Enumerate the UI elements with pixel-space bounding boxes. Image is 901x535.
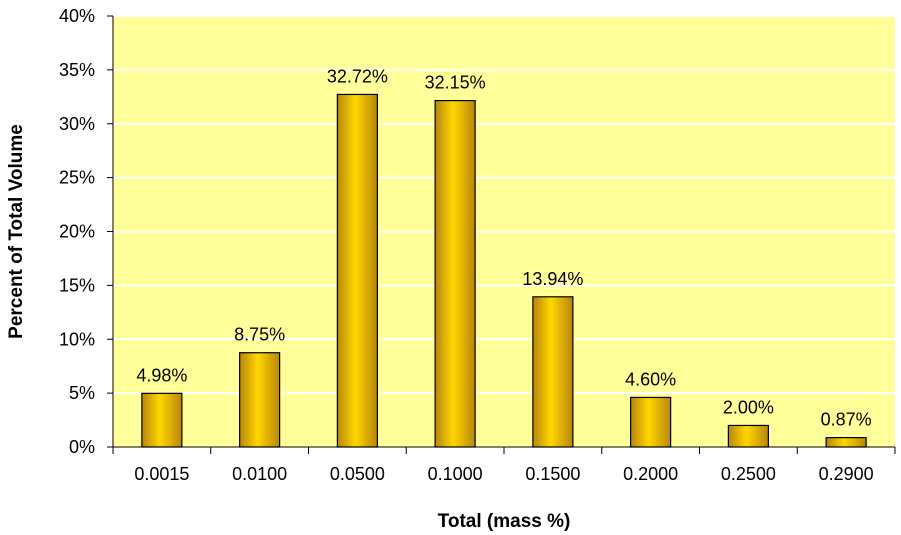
data-label: 13.94% [522, 269, 583, 289]
bar-0.0100 [239, 352, 281, 448]
bar-0.1500 [532, 296, 574, 448]
y-tick-label: 40% [59, 6, 95, 26]
data-labels: 4.98% 8.75% 32.72% 32.15% 13.94% 4.60% 2.00% 0.… [136, 66, 871, 429]
y-tick-labels: 0% 5% 10% 15% 20% 25% 30% 35% 40% [59, 6, 95, 457]
x-tick-label: 0.0100 [232, 464, 287, 484]
y-tick-label: 0% [69, 437, 95, 457]
data-label: 4.98% [136, 365, 187, 385]
x-tick-label: 0.0015 [134, 464, 189, 484]
y-tick-label: 25% [59, 168, 95, 188]
data-label: 0.87% [821, 410, 872, 430]
x-tick-label: 0.2500 [721, 464, 776, 484]
bar-0.1000 [434, 99, 476, 448]
data-label: 32.15% [425, 73, 486, 93]
bar-0.0015 [141, 392, 183, 448]
y-tick-label: 10% [59, 329, 95, 349]
bar-0.2500 [727, 424, 769, 448]
y-tick-label: 5% [69, 383, 95, 403]
y-axis-title: Percent of Total Volume [6, 124, 27, 339]
bars [141, 93, 867, 448]
data-label: 32.72% [327, 66, 388, 86]
y-tick-label: 30% [59, 114, 95, 134]
data-label: 4.60% [625, 369, 676, 389]
x-tick-label: 0.1000 [428, 464, 483, 484]
x-tick-labels: 0.0015 0.0100 0.0500 0.1000 0.1500 0.2000 0.25… [134, 464, 873, 484]
axes [107, 15, 896, 454]
x-axis-title: Total (mass %) [438, 511, 571, 532]
x-tick-label: 0.0500 [330, 464, 385, 484]
y-tick-label: 15% [59, 275, 95, 295]
y-tick-label: 35% [59, 60, 95, 80]
x-tick-label: 0.2900 [819, 464, 874, 484]
data-label: 2.00% [723, 397, 774, 417]
x-tick-label: 0.1500 [525, 464, 580, 484]
data-label: 8.75% [234, 325, 285, 345]
x-tick-label: 0.2000 [623, 464, 678, 484]
bar-0.0500 [336, 93, 378, 448]
bar-0.2900 [825, 437, 867, 448]
bar-0.2000 [630, 396, 672, 448]
y-tick-label: 20% [59, 222, 95, 242]
